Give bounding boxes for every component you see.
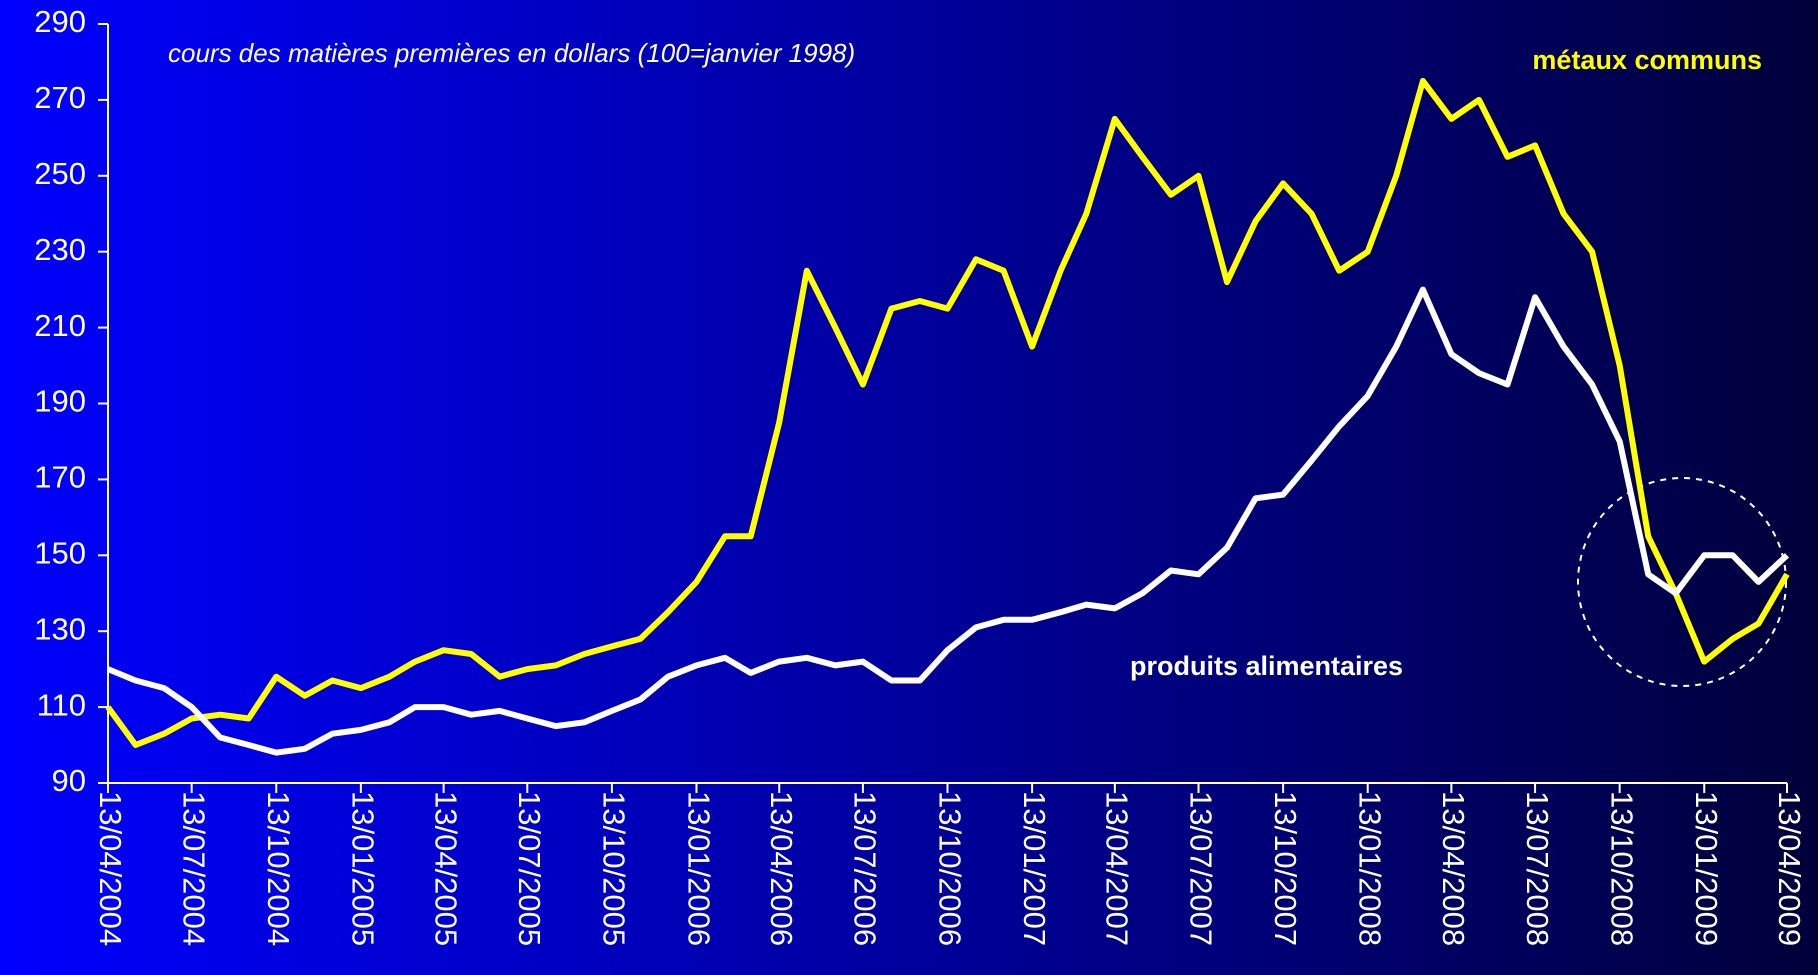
x-tick-label: 13/10/2005 xyxy=(597,791,632,946)
x-tick-label: 13/07/2008 xyxy=(1520,791,1555,946)
y-tick-label: 210 xyxy=(34,308,86,343)
x-tick-label: 13/04/2006 xyxy=(764,791,799,946)
x-tick-label: 13/01/2006 xyxy=(681,791,716,946)
x-tick-label: 13/07/2006 xyxy=(848,791,883,946)
x-tick-label: 13/10/2004 xyxy=(261,791,296,946)
series-line xyxy=(106,286,1790,756)
y-tick-label: 250 xyxy=(34,156,86,191)
x-tick-label: 13/01/2009 xyxy=(1689,791,1724,946)
y-tick-label: 150 xyxy=(34,535,86,570)
y-tick-label: 270 xyxy=(34,80,86,115)
x-tick-label: 13/10/2008 xyxy=(1604,791,1639,946)
x-tick-label: 13/04/2008 xyxy=(1436,791,1471,946)
y-tick-label: 130 xyxy=(34,611,86,646)
y-tick-label: 90 xyxy=(52,763,86,798)
x-tick-label: 13/01/2005 xyxy=(346,791,381,946)
x-tick-label: 13/04/2005 xyxy=(428,791,463,946)
x-tick-label: 13/04/2004 xyxy=(93,791,128,946)
y-tick-label: 110 xyxy=(37,687,86,722)
x-tick-label: 13/10/2007 xyxy=(1268,791,1303,946)
annotation: produits alimentaires xyxy=(1130,651,1403,681)
y-tick-label: 290 xyxy=(34,4,86,39)
x-tick-label: 13/07/2004 xyxy=(176,791,211,946)
y-tick-label: 230 xyxy=(34,232,86,267)
x-tick-label: 13/07/2005 xyxy=(512,791,547,946)
annotation: métaux communs xyxy=(1532,45,1762,75)
series-line xyxy=(105,77,1790,748)
x-tick-label: 13/04/2009 xyxy=(1772,791,1807,946)
x-tick-label: 13/04/2007 xyxy=(1100,791,1135,946)
x-tick-label: 13/01/2007 xyxy=(1017,791,1052,946)
y-tick-label: 190 xyxy=(34,384,86,419)
y-tick-label: 170 xyxy=(34,460,86,495)
x-tick-label: 13/07/2007 xyxy=(1183,791,1218,946)
subtitle: cours des matières premières en dollars … xyxy=(168,38,855,68)
x-tick-label: 13/01/2008 xyxy=(1353,791,1388,946)
x-tick-label: 13/10/2006 xyxy=(932,791,967,946)
